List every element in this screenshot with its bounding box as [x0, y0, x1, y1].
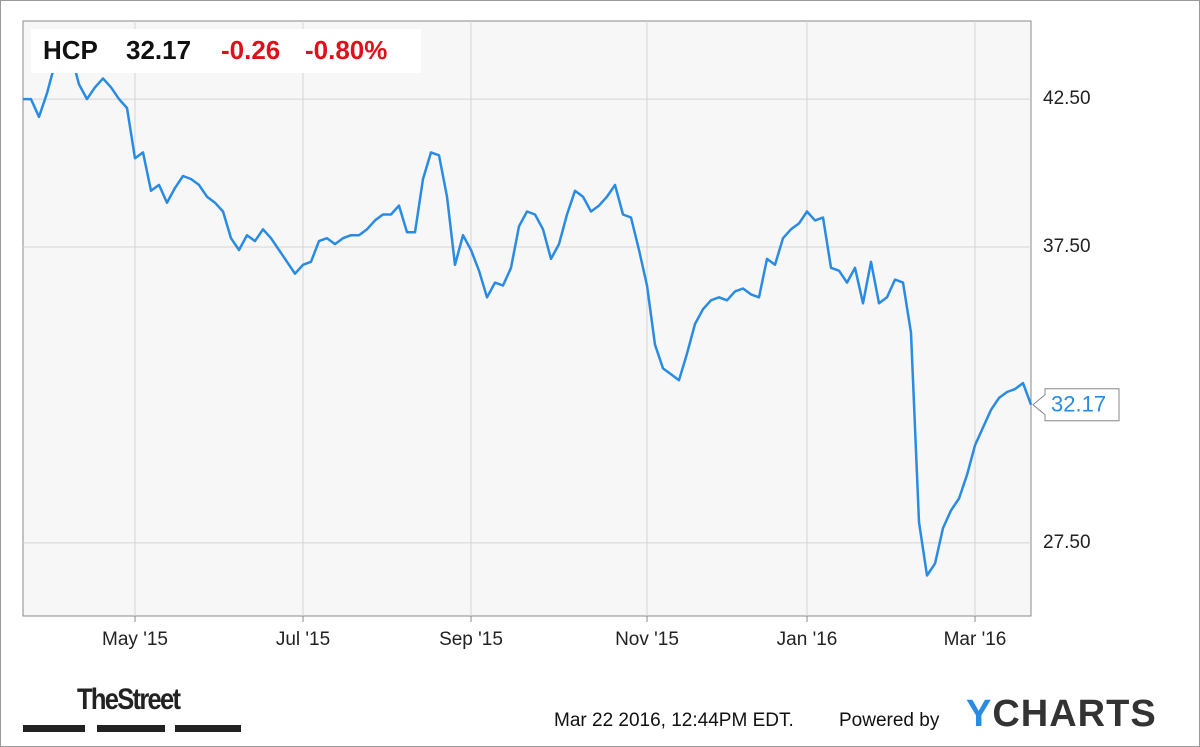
quote-header: HCP 32.17 -0.26 -0.80%: [31, 29, 421, 73]
powered-by: Powered by: [839, 710, 940, 731]
y-tick-label: 27.50: [1043, 532, 1091, 553]
y-tick-label: 37.50: [1043, 236, 1091, 257]
logo-bar: [97, 725, 165, 732]
change-percent: -0.80%: [305, 35, 388, 65]
plot-area: [22, 20, 1032, 617]
x-tick-label: Jan '16: [777, 629, 838, 650]
y-tick-label: 42.50: [1043, 88, 1091, 109]
change: -0.26: [221, 35, 281, 65]
x-tick-label: Jul '15: [276, 629, 330, 650]
brand: YCHARTS: [966, 693, 1157, 735]
x-tick-label: May '15: [102, 629, 168, 650]
x-tick-label: Sep '15: [439, 629, 503, 650]
last-price-box: [1032, 388, 1120, 422]
logo-bar: [175, 725, 241, 732]
ticker: HCP: [43, 35, 98, 65]
x-tick-label: Nov '15: [615, 629, 679, 650]
last-price-label: 32.17: [1051, 392, 1106, 417]
logo-bar: [23, 725, 85, 732]
timestamp: Mar 22 2016, 12:44PM EDT.: [554, 710, 794, 731]
price-line: [23, 44, 1033, 577]
logo: TheStreet: [77, 683, 181, 716]
price: 32.17: [126, 35, 192, 65]
x-tick-label: Mar '16: [944, 629, 1007, 650]
